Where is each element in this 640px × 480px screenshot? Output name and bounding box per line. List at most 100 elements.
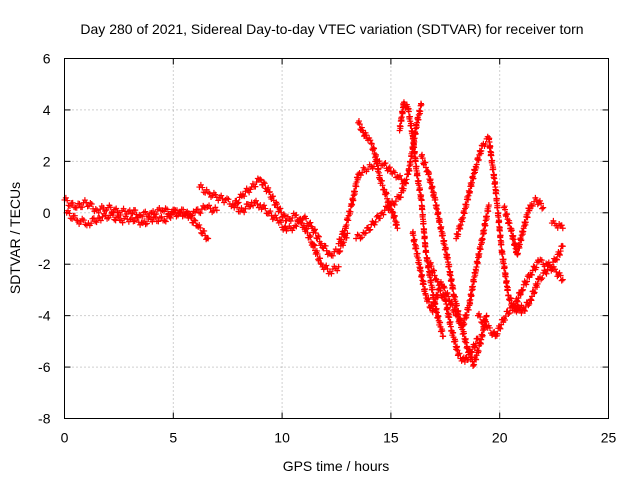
- series-sat-a: [61, 194, 220, 221]
- data-point: [372, 218, 379, 225]
- data-point: [371, 145, 378, 152]
- data-point: [92, 218, 99, 225]
- data-point: [496, 218, 503, 225]
- data-point: [97, 217, 104, 224]
- data-point: [113, 205, 120, 212]
- data-point: [441, 284, 448, 291]
- data-point: [449, 301, 456, 308]
- x-axis-label: GPS time / hours: [283, 458, 390, 474]
- data-point: [235, 199, 242, 206]
- data-point: [521, 307, 528, 314]
- data-point: [474, 259, 481, 266]
- data-point: [558, 277, 565, 284]
- data-point: [487, 143, 494, 150]
- data-point: [425, 295, 432, 302]
- data-point: [356, 121, 363, 128]
- data-point: [497, 325, 504, 332]
- data-point: [382, 203, 389, 210]
- series-sat-c: [196, 175, 342, 277]
- data-point: [559, 243, 566, 250]
- data-point: [414, 172, 421, 179]
- data-point: [554, 273, 561, 280]
- data-point: [559, 225, 566, 232]
- data-point: [115, 213, 122, 220]
- data-point: [529, 267, 536, 274]
- data-point: [241, 209, 248, 216]
- data-point: [490, 166, 497, 173]
- data-point: [446, 314, 453, 321]
- data-point: [391, 169, 398, 176]
- data-point: [76, 200, 83, 207]
- data-point: [394, 225, 401, 232]
- data-point: [187, 211, 194, 218]
- data-point: [164, 206, 171, 213]
- data-point: [419, 155, 426, 162]
- series-sat-e: [335, 156, 407, 247]
- data-point: [69, 199, 76, 206]
- data-point: [408, 122, 415, 129]
- data-point: [146, 213, 153, 220]
- data-point: [336, 248, 343, 255]
- data-point: [444, 289, 451, 296]
- data-point: [315, 233, 322, 240]
- data-point: [448, 298, 455, 305]
- data-point: [254, 200, 261, 207]
- data-point: [534, 284, 541, 291]
- data-point: [427, 179, 434, 186]
- data-point: [422, 159, 429, 166]
- data-point: [498, 241, 505, 248]
- data-point: [556, 252, 563, 259]
- data-point: [418, 101, 425, 108]
- data-point: [239, 191, 246, 198]
- data-point: [246, 189, 253, 196]
- data-point: [475, 156, 482, 163]
- y-tick-label: 0: [43, 205, 51, 221]
- data-point: [389, 170, 396, 177]
- data-point: [183, 209, 190, 216]
- data-point: [520, 286, 527, 293]
- data-point: [461, 320, 468, 327]
- data-point: [530, 290, 537, 297]
- data-point: [481, 227, 488, 234]
- data-point: [442, 245, 449, 252]
- data-point: [315, 233, 322, 240]
- data-point: [419, 151, 426, 158]
- data-point: [533, 264, 540, 271]
- data-point: [482, 141, 489, 148]
- data-point: [400, 185, 407, 192]
- data-point: [377, 215, 384, 222]
- series-sat-h: [396, 99, 447, 340]
- data-point: [518, 310, 525, 317]
- data-point: [287, 218, 294, 225]
- y-tick-label: 4: [43, 102, 51, 118]
- data-point: [471, 361, 478, 368]
- data-point: [197, 210, 204, 217]
- data-point: [386, 205, 393, 212]
- data-point: [80, 217, 87, 224]
- data-point: [358, 234, 365, 241]
- data-point: [293, 223, 300, 230]
- data-point: [99, 213, 106, 220]
- data-point: [526, 300, 533, 307]
- data-point: [474, 335, 481, 342]
- data-point: [514, 297, 521, 304]
- data-point: [501, 317, 508, 324]
- data-point: [417, 267, 424, 274]
- data-point: [355, 118, 362, 125]
- y-tick-label: 6: [43, 51, 51, 67]
- data-point: [355, 171, 362, 178]
- data-point: [430, 305, 437, 312]
- data-point: [420, 220, 427, 227]
- data-point: [515, 294, 522, 301]
- grid-layer: [64, 58, 609, 419]
- chart-title: Day 280 of 2021, Sidereal Day-to-day VTE…: [80, 21, 583, 37]
- data-point: [366, 227, 373, 234]
- data-point: [501, 264, 508, 271]
- data-point: [451, 306, 458, 313]
- data-point: [467, 188, 474, 195]
- x-tick-label: 10: [274, 430, 290, 446]
- data-point: [88, 200, 95, 207]
- data-point: [539, 205, 546, 212]
- data-point: [421, 234, 428, 241]
- x-tick-label: 25: [601, 430, 617, 446]
